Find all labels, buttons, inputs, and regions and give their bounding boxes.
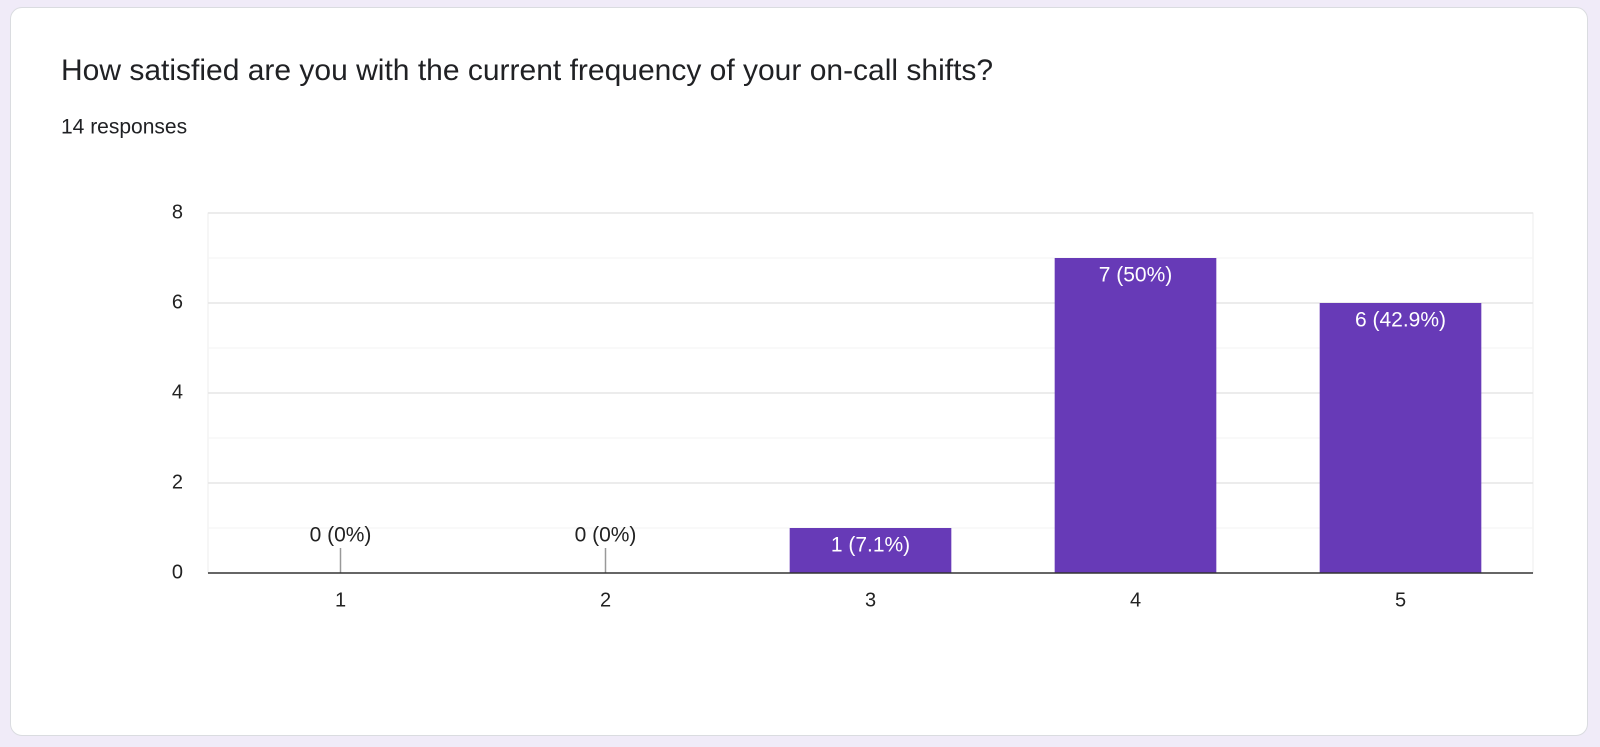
y-tick-label: 2 bbox=[172, 471, 183, 493]
data-label: 7 (50%) bbox=[1099, 264, 1173, 287]
bar bbox=[1054, 258, 1217, 573]
data-label: 0 (0%) bbox=[310, 524, 372, 547]
bar bbox=[789, 528, 952, 573]
y-tick-label: 4 bbox=[172, 381, 183, 403]
data-label: 0 (0%) bbox=[575, 524, 637, 547]
data-label: 6 (42.9%) bbox=[1355, 309, 1446, 332]
x-tick-label: 4 bbox=[1130, 589, 1141, 611]
chart-title: How satisfied are you with the current f… bbox=[61, 54, 993, 87]
x-tick-label: 5 bbox=[1395, 589, 1406, 611]
y-tick-label: 6 bbox=[172, 291, 183, 313]
x-tick-label: 3 bbox=[865, 589, 876, 611]
x-tick-label: 1 bbox=[335, 589, 346, 611]
x-tick-label: 2 bbox=[600, 589, 611, 611]
data-label: 1 (7.1%) bbox=[831, 534, 910, 557]
y-tick-label: 8 bbox=[172, 201, 183, 223]
bar bbox=[1319, 303, 1482, 573]
response-count: 14 responses bbox=[61, 116, 187, 139]
y-tick-label: 0 bbox=[172, 561, 183, 583]
